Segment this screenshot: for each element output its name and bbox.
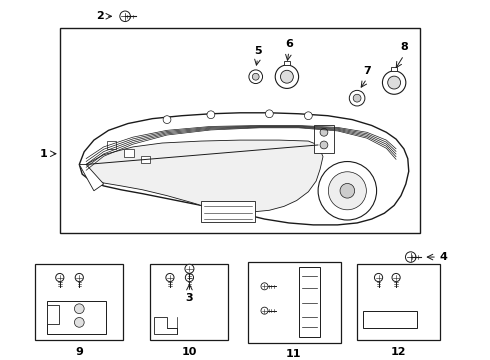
- Circle shape: [185, 274, 194, 282]
- Circle shape: [392, 274, 400, 282]
- Text: 9: 9: [75, 347, 83, 357]
- Bar: [298, 267, 320, 337]
- Circle shape: [275, 65, 298, 89]
- Circle shape: [382, 71, 406, 94]
- Polygon shape: [79, 113, 409, 225]
- Bar: [35, 264, 123, 340]
- Circle shape: [405, 252, 416, 262]
- Text: 6: 6: [285, 39, 293, 49]
- Text: 2: 2: [96, 11, 104, 21]
- Bar: [363, 311, 416, 328]
- Bar: [201, 201, 255, 222]
- Bar: [124, 149, 134, 157]
- Bar: [284, 61, 290, 66]
- Circle shape: [56, 274, 64, 282]
- Circle shape: [74, 304, 84, 314]
- Text: 8: 8: [400, 42, 408, 53]
- Circle shape: [75, 274, 83, 282]
- Circle shape: [266, 110, 273, 118]
- Polygon shape: [79, 165, 104, 191]
- Text: 11: 11: [286, 349, 301, 359]
- Circle shape: [349, 90, 365, 106]
- Bar: [248, 262, 341, 343]
- Bar: [107, 141, 116, 149]
- Bar: [391, 67, 397, 71]
- Polygon shape: [84, 140, 323, 212]
- Bar: [47, 305, 59, 324]
- Bar: [47, 301, 106, 334]
- Circle shape: [120, 11, 130, 22]
- Polygon shape: [154, 318, 177, 334]
- Text: 12: 12: [391, 347, 406, 357]
- Circle shape: [340, 184, 355, 198]
- Text: 4: 4: [440, 252, 448, 262]
- Text: 1: 1: [39, 149, 47, 159]
- Bar: [141, 156, 150, 163]
- Text: 3: 3: [186, 293, 193, 303]
- Circle shape: [74, 318, 84, 327]
- Circle shape: [280, 70, 294, 83]
- Bar: [60, 28, 420, 233]
- Bar: [150, 264, 228, 340]
- Text: 10: 10: [182, 347, 197, 357]
- Circle shape: [320, 141, 328, 149]
- Circle shape: [252, 73, 259, 80]
- Circle shape: [163, 116, 171, 123]
- Circle shape: [166, 274, 174, 282]
- Circle shape: [388, 76, 401, 89]
- Circle shape: [353, 94, 361, 102]
- Circle shape: [374, 274, 383, 282]
- Circle shape: [318, 162, 377, 220]
- Circle shape: [249, 70, 263, 84]
- Circle shape: [207, 111, 215, 119]
- Circle shape: [261, 283, 268, 290]
- Text: 5: 5: [254, 46, 262, 57]
- Bar: [314, 126, 334, 153]
- Circle shape: [261, 307, 268, 314]
- Circle shape: [328, 172, 367, 210]
- Bar: [357, 264, 440, 340]
- Circle shape: [320, 129, 328, 136]
- Circle shape: [304, 112, 312, 120]
- Circle shape: [185, 264, 194, 273]
- Text: 7: 7: [363, 66, 371, 76]
